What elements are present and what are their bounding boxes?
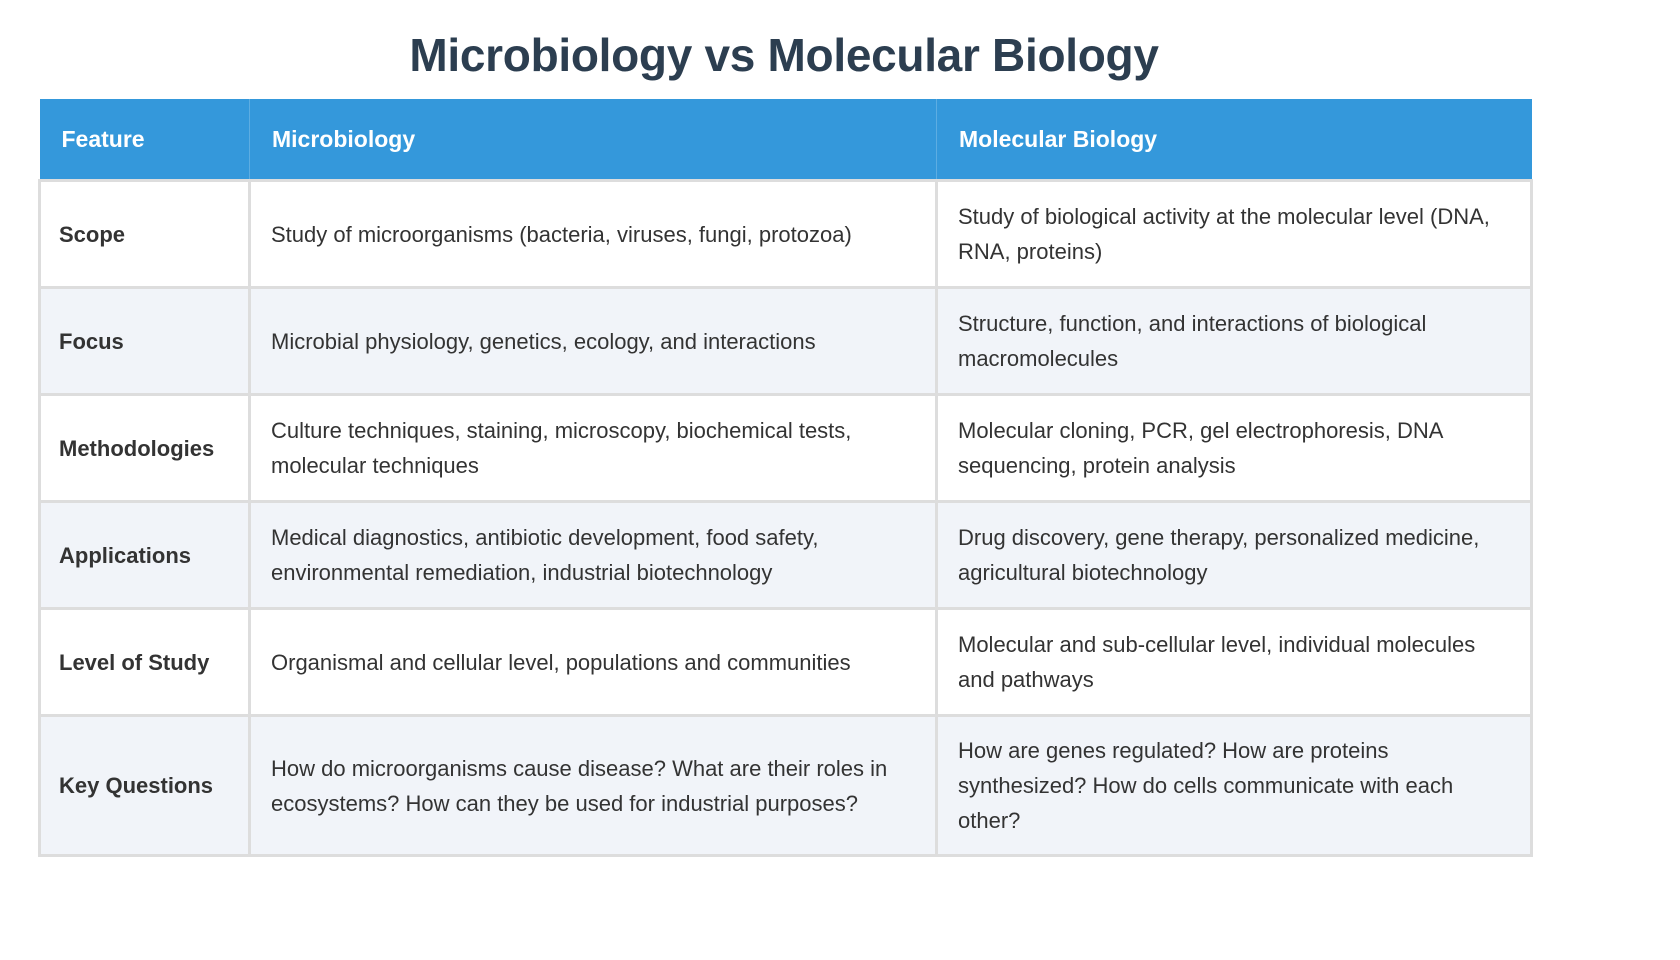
row-feature: Scope (38, 179, 251, 289)
comparison-table: Feature Microbiology Molecular Biology S… (38, 99, 1533, 857)
row-molecular-biology: How are genes regulated? How are protein… (935, 714, 1533, 857)
row-microbiology: Organismal and cellular level, populatio… (248, 607, 938, 717)
row-molecular-biology: Structure, function, and interactions of… (935, 286, 1533, 396)
row-microbiology: Medical diagnostics, antibiotic developm… (248, 500, 938, 610)
row-feature: Methodologies (38, 393, 251, 503)
row-molecular-biology: Drug discovery, gene therapy, personaliz… (935, 500, 1533, 610)
row-feature: Focus (38, 286, 251, 396)
table-row: Level of Study Organismal and cellular l… (38, 607, 1533, 717)
row-microbiology: Culture techniques, staining, microscopy… (248, 393, 938, 503)
table-row: Applications Medical diagnostics, antibi… (38, 500, 1533, 610)
row-microbiology: Study of microorganisms (bacteria, virus… (248, 179, 938, 289)
table-row: Key Questions How do microorganisms caus… (38, 714, 1533, 857)
row-molecular-biology: Molecular cloning, PCR, gel electrophore… (935, 393, 1533, 503)
table-row: Scope Study of microorganisms (bacteria,… (38, 179, 1533, 289)
row-feature: Applications (38, 500, 251, 610)
row-microbiology: How do microorganisms cause disease? Wha… (248, 714, 938, 857)
table-row: Methodologies Culture techniques, staini… (38, 393, 1533, 503)
row-molecular-biology: Study of biological activity at the mole… (935, 179, 1533, 289)
row-molecular-biology: Molecular and sub-cellular level, indivi… (935, 607, 1533, 717)
header-molecular-biology: Molecular Biology (936, 99, 1532, 182)
header-feature: Feature (39, 99, 250, 182)
page-title: Microbiology vs Molecular Biology (409, 29, 1159, 81)
table-body: Scope Study of microorganisms (bacteria,… (38, 179, 1533, 857)
header-microbiology: Microbiology (249, 99, 937, 182)
row-microbiology: Microbial physiology, genetics, ecology,… (248, 286, 938, 396)
table-row: Focus Microbial physiology, genetics, ec… (38, 286, 1533, 396)
row-feature: Key Questions (38, 714, 251, 857)
table-header: Feature Microbiology Molecular Biology (39, 99, 1532, 182)
row-feature: Level of Study (38, 607, 251, 717)
header-row: Feature Microbiology Molecular Biology (39, 99, 1532, 182)
